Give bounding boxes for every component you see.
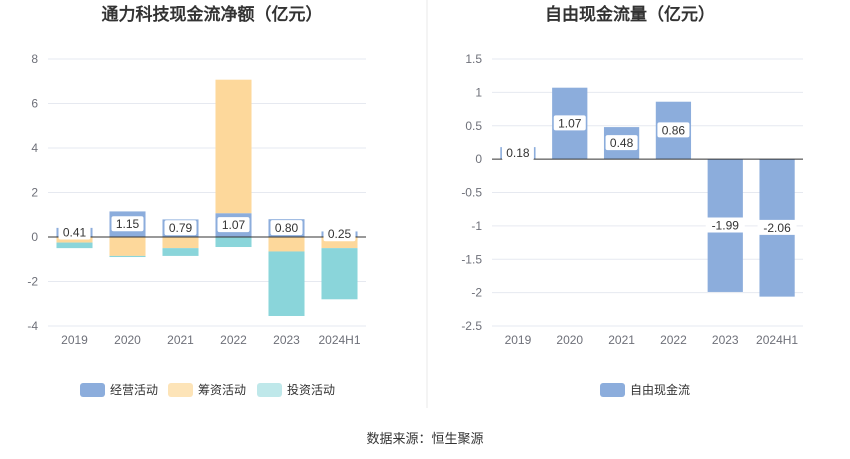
data-label: 1.15 — [116, 217, 140, 231]
x-tick-label: 2023 — [273, 333, 300, 347]
y-tick-label: -1 — [471, 219, 482, 233]
data-label-bg — [705, 217, 745, 233]
y-tick-label: 4 — [31, 141, 38, 155]
y-tick-label: -1.5 — [461, 252, 482, 266]
y-tick-label: -4 — [27, 319, 38, 333]
data-label-bg — [757, 219, 797, 235]
data-label-bg — [605, 135, 638, 151]
bar — [215, 79, 252, 214]
data-label: 0.48 — [610, 136, 634, 150]
legend-swatch — [80, 383, 105, 397]
data-label-bg — [164, 220, 197, 236]
y-tick-label: 2 — [31, 186, 38, 200]
bar — [162, 237, 199, 249]
chart-title: 自由现金流量（亿元） — [545, 4, 715, 24]
legend-label: 投资活动 — [287, 382, 335, 397]
bar — [56, 237, 93, 243]
x-tick-label: 2020 — [556, 333, 583, 347]
y-tick-label: 0 — [475, 152, 482, 166]
y-tick-label: -2 — [471, 286, 482, 300]
bar — [321, 237, 358, 249]
y-tick-label: 8 — [31, 52, 38, 66]
data-label-bg — [553, 115, 586, 131]
data-label: 1.07 — [558, 116, 582, 130]
x-tick-label: 2020 — [114, 333, 141, 347]
bar — [56, 242, 93, 249]
source-note: 数据来源：恒生聚源 — [366, 431, 483, 446]
legend-swatch — [257, 383, 282, 397]
data-label: 0.25 — [328, 227, 352, 241]
data-label: 0.86 — [662, 123, 686, 137]
bar — [109, 255, 146, 258]
y-tick-label: 1 — [475, 85, 482, 99]
x-tick-label: 2023 — [712, 333, 739, 347]
legend-swatch — [600, 383, 625, 397]
x-tick-label: 2024H1 — [318, 333, 360, 347]
bar — [268, 237, 305, 252]
y-tick-label: -0.5 — [461, 186, 482, 200]
x-tick-label: 2021 — [608, 333, 635, 347]
bar — [268, 251, 305, 316]
data-label-bg — [111, 216, 144, 232]
data-label: -2.06 — [763, 221, 791, 235]
x-tick-label: 2021 — [167, 333, 194, 347]
data-label-bg — [501, 145, 534, 161]
x-tick-label: 2022 — [220, 333, 247, 347]
data-label: 1.07 — [222, 218, 246, 232]
x-tick-label: 2022 — [660, 333, 687, 347]
data-label-bg — [323, 226, 356, 242]
data-label: 0.80 — [275, 221, 299, 235]
y-tick-label: -2 — [27, 275, 38, 289]
y-tick-label: 6 — [31, 97, 38, 111]
data-label-bg — [657, 122, 690, 138]
legend-label: 筹资活动 — [198, 383, 246, 397]
y-tick-label: 0.5 — [465, 119, 482, 133]
y-tick-label: -2.5 — [461, 319, 482, 333]
bar — [321, 248, 358, 300]
bar — [109, 237, 146, 256]
x-tick-label: 2024H1 — [756, 333, 798, 347]
data-label: 0.41 — [63, 225, 87, 239]
y-tick-label: 0 — [31, 230, 38, 244]
data-label: 0.18 — [506, 146, 530, 160]
y-tick-label: 1.5 — [465, 52, 482, 66]
x-tick-label: 2019 — [505, 333, 532, 347]
chart-title: 通力科技现金流净额（亿元） — [102, 4, 323, 24]
legend-swatch — [168, 383, 193, 397]
x-tick-label: 2019 — [61, 333, 88, 347]
data-label-bg — [270, 220, 303, 236]
bar — [215, 237, 252, 248]
legend-label: 自由现金流 — [630, 382, 690, 397]
bar — [162, 248, 199, 256]
legend-label: 经营活动 — [110, 383, 158, 397]
data-label-bg — [217, 217, 250, 233]
data-label: 0.79 — [169, 221, 193, 235]
data-label-bg — [58, 224, 91, 240]
data-label: -1.99 — [712, 219, 740, 233]
